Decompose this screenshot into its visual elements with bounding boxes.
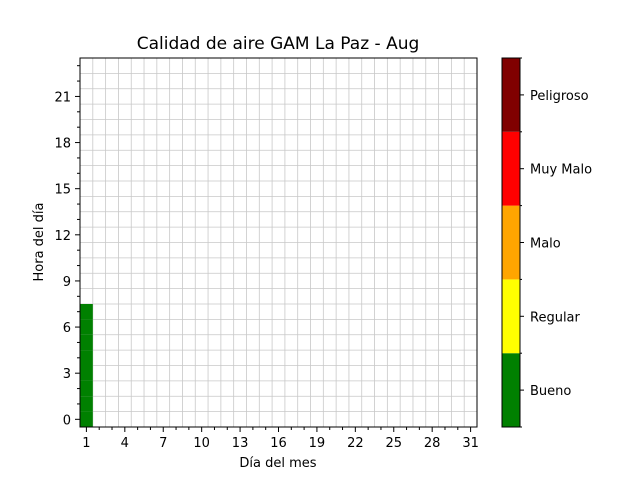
heatmap-cell bbox=[80, 319, 93, 335]
heatmap-cell bbox=[80, 411, 93, 427]
heatmap-cell bbox=[80, 334, 93, 351]
colorbar-segment bbox=[502, 58, 520, 132]
x-tick-label: 4 bbox=[121, 436, 129, 451]
y-axis-label: Hora del día bbox=[32, 203, 47, 282]
y-tick-label: 6 bbox=[63, 321, 71, 336]
colorbar-segment bbox=[502, 205, 520, 280]
y-tick-label: 0 bbox=[63, 413, 71, 428]
heatmap-cell bbox=[80, 396, 93, 412]
y-tick-label: 9 bbox=[63, 275, 71, 290]
colorbar-segment bbox=[502, 131, 520, 206]
heatmap-cell bbox=[80, 350, 93, 366]
x-tick-label: 1 bbox=[82, 436, 90, 451]
x-tick-label: 16 bbox=[270, 436, 287, 451]
heatmap-cell bbox=[80, 365, 93, 381]
colorbar: Bueno Regular Malo Muy Malo Peligroso bbox=[501, 57, 592, 428]
colorbar-label: Bueno bbox=[530, 384, 571, 399]
y-tick-label: 15 bbox=[54, 183, 71, 198]
plot-grid bbox=[79, 58, 477, 428]
heatmap-cells bbox=[80, 304, 93, 427]
x-tick-label: 10 bbox=[193, 436, 210, 451]
colorbar-label: Malo bbox=[530, 237, 561, 252]
colorbar-label: Regular bbox=[530, 310, 581, 325]
x-axis-label: Día del mes bbox=[239, 456, 316, 471]
x-tick-label: 25 bbox=[385, 436, 402, 451]
x-tick-label: 7 bbox=[159, 436, 167, 451]
chart-title: Calidad de aire GAM La Paz - Aug bbox=[137, 34, 420, 54]
x-axis: 1 4 7 10 13 16 19 22 25 28 31 bbox=[82, 427, 479, 451]
y-tick-label: 18 bbox=[54, 137, 71, 152]
colorbar-label: Peligroso bbox=[530, 89, 589, 104]
y-tick-label: 3 bbox=[63, 367, 71, 382]
colorbar-label: Muy Malo bbox=[530, 163, 592, 178]
x-tick-label: 19 bbox=[309, 436, 326, 451]
y-tick-label: 12 bbox=[54, 229, 71, 244]
x-tick-label: 13 bbox=[232, 436, 249, 451]
y-tick-label: 21 bbox=[54, 90, 71, 105]
y-axis: 0 3 6 9 12 15 18 21 bbox=[54, 65, 80, 428]
heatmap-cell bbox=[80, 304, 93, 320]
colorbar-segment bbox=[502, 353, 520, 427]
x-tick-label: 28 bbox=[424, 436, 441, 451]
heatmap-cell bbox=[80, 380, 93, 397]
colorbar-segment bbox=[502, 279, 520, 354]
x-tick-label: 22 bbox=[347, 436, 364, 451]
x-tick-label: 31 bbox=[462, 436, 479, 451]
colorbar-frame bbox=[501, 57, 521, 428]
